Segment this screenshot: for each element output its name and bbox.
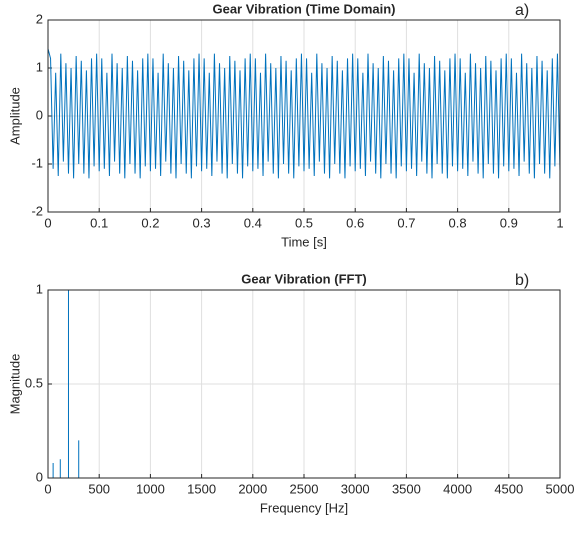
x-tick-label: 2500 — [290, 481, 319, 496]
x-tick-label: 5000 — [546, 481, 575, 496]
chart-title: Gear Vibration (FFT) — [241, 271, 366, 286]
x-tick-label: 1000 — [136, 481, 165, 496]
x-tick-label: 500 — [88, 481, 110, 496]
axes-box — [47, 289, 561, 479]
axes-box — [47, 19, 561, 213]
y-axis-label: Magnitude — [7, 354, 22, 415]
panel-label: b) — [515, 272, 529, 289]
x-tick-label: 1 — [556, 215, 563, 230]
panel-label: a) — [515, 2, 529, 19]
x-tick-label: 0.6 — [346, 215, 364, 230]
x-tick-label: 0.4 — [244, 215, 262, 230]
x-tick-label: 0.9 — [500, 215, 518, 230]
y-tick-label: -2 — [31, 203, 43, 218]
y-tick-label: 0.5 — [25, 375, 43, 390]
x-tick-label: 0 — [44, 215, 51, 230]
y-tick-label: 2 — [36, 11, 43, 26]
x-axis-label: Frequency [Hz] — [260, 500, 348, 515]
x-tick-label: 0.1 — [90, 215, 108, 230]
x-axis-label: Time [s] — [281, 234, 327, 249]
x-tick-label: 0.8 — [449, 215, 467, 230]
chart-title: Gear Vibration (Time Domain) — [212, 1, 395, 16]
x-tick-label: 3000 — [341, 481, 370, 496]
x-tick-label: 0.3 — [193, 215, 211, 230]
x-tick-label: 0.5 — [295, 215, 313, 230]
x-tick-label: 2000 — [238, 481, 267, 496]
y-tick-label: 1 — [36, 281, 43, 296]
y-tick-label: -1 — [31, 155, 43, 170]
x-tick-label: 3500 — [392, 481, 421, 496]
y-tick-label: 1 — [36, 59, 43, 74]
x-tick-label: 0.7 — [397, 215, 415, 230]
x-tick-label: 0 — [44, 481, 51, 496]
x-tick-label: 4500 — [494, 481, 523, 496]
y-axis-label: Amplitude — [7, 87, 22, 145]
x-tick-label: 0.2 — [141, 215, 159, 230]
y-tick-label: 0 — [36, 469, 43, 484]
x-tick-label: 1500 — [187, 481, 216, 496]
signal-line — [47, 48, 561, 179]
y-tick-label: 0 — [36, 107, 43, 122]
x-tick-label: 4000 — [443, 481, 472, 496]
